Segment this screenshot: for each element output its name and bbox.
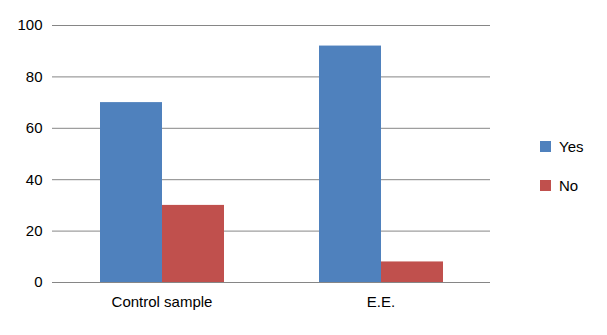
svg-text:0: 0 (34, 273, 42, 290)
html-text:Yes: Yes (559, 138, 584, 155)
svg-text:60: 60 (26, 119, 43, 136)
svg-text:Control sample: Control sample (112, 293, 213, 310)
html-text:No: No (559, 177, 579, 194)
svg-text:40: 40 (26, 171, 43, 188)
svg-text:100: 100 (17, 16, 42, 33)
svg-text:20: 20 (26, 222, 43, 239)
svg-text:E.E.: E.E. (367, 293, 395, 310)
svg-text:80: 80 (26, 68, 43, 85)
